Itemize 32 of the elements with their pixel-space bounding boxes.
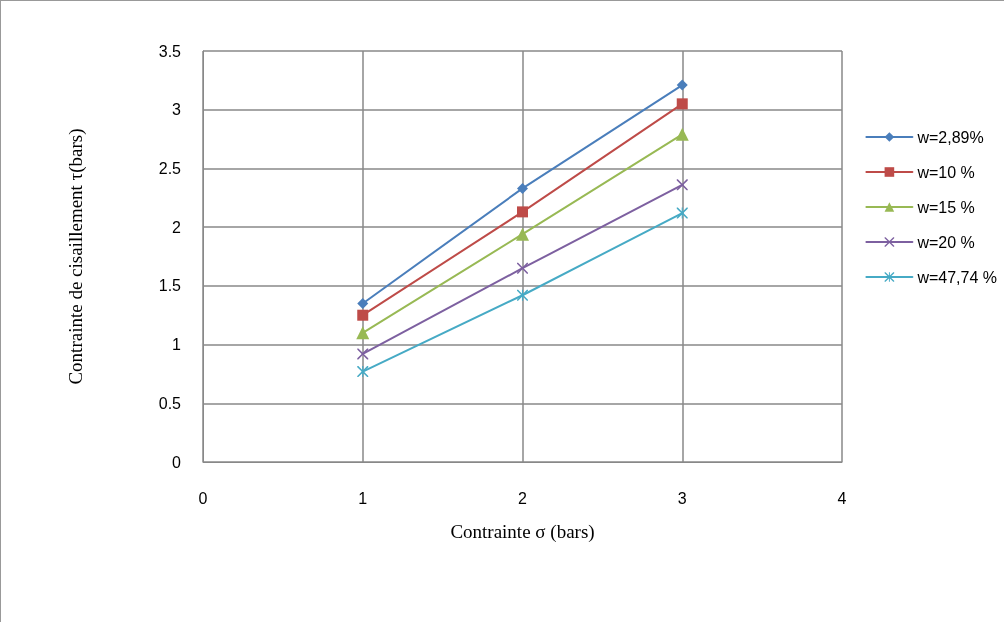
legend-label: w=2,89% [916,128,984,146]
point [357,309,369,321]
x-tick-label: 0 [198,489,208,507]
y-tick-label: 1 [172,336,182,354]
legend-label: w=20 % [916,233,975,251]
point [675,127,689,141]
legend-label: w=15 % [916,198,975,216]
y-tick-label: 1.5 [158,277,182,295]
y-tick-label: 3.5 [158,42,182,60]
point [517,182,528,194]
x-axis-title: Contrainte σ (bars) [450,521,595,543]
point [356,326,370,340]
legend-label: w=47,74 % [916,268,997,286]
x-tick-label: 1 [358,489,368,507]
point [357,348,369,360]
y-tick-label: 0 [172,453,182,471]
legend-label: w=10 % [916,163,975,181]
y-tick-label: 0.5 [158,394,182,412]
point [676,79,688,91]
y-axis-title: Contrainte de cisaillement τ(bars) [65,128,87,385]
point [517,206,528,218]
y-tick-label: 2.5 [158,159,182,177]
y-tick-label: 3 [172,101,182,119]
x-tick-label: 4 [837,489,847,507]
point [517,262,528,274]
point [516,227,529,241]
point [676,179,688,191]
point [357,297,369,309]
x-tick-label: 3 [677,489,687,507]
point [676,98,688,110]
y-tick-label: 2 [172,218,182,236]
x-tick-label: 2 [518,489,528,507]
